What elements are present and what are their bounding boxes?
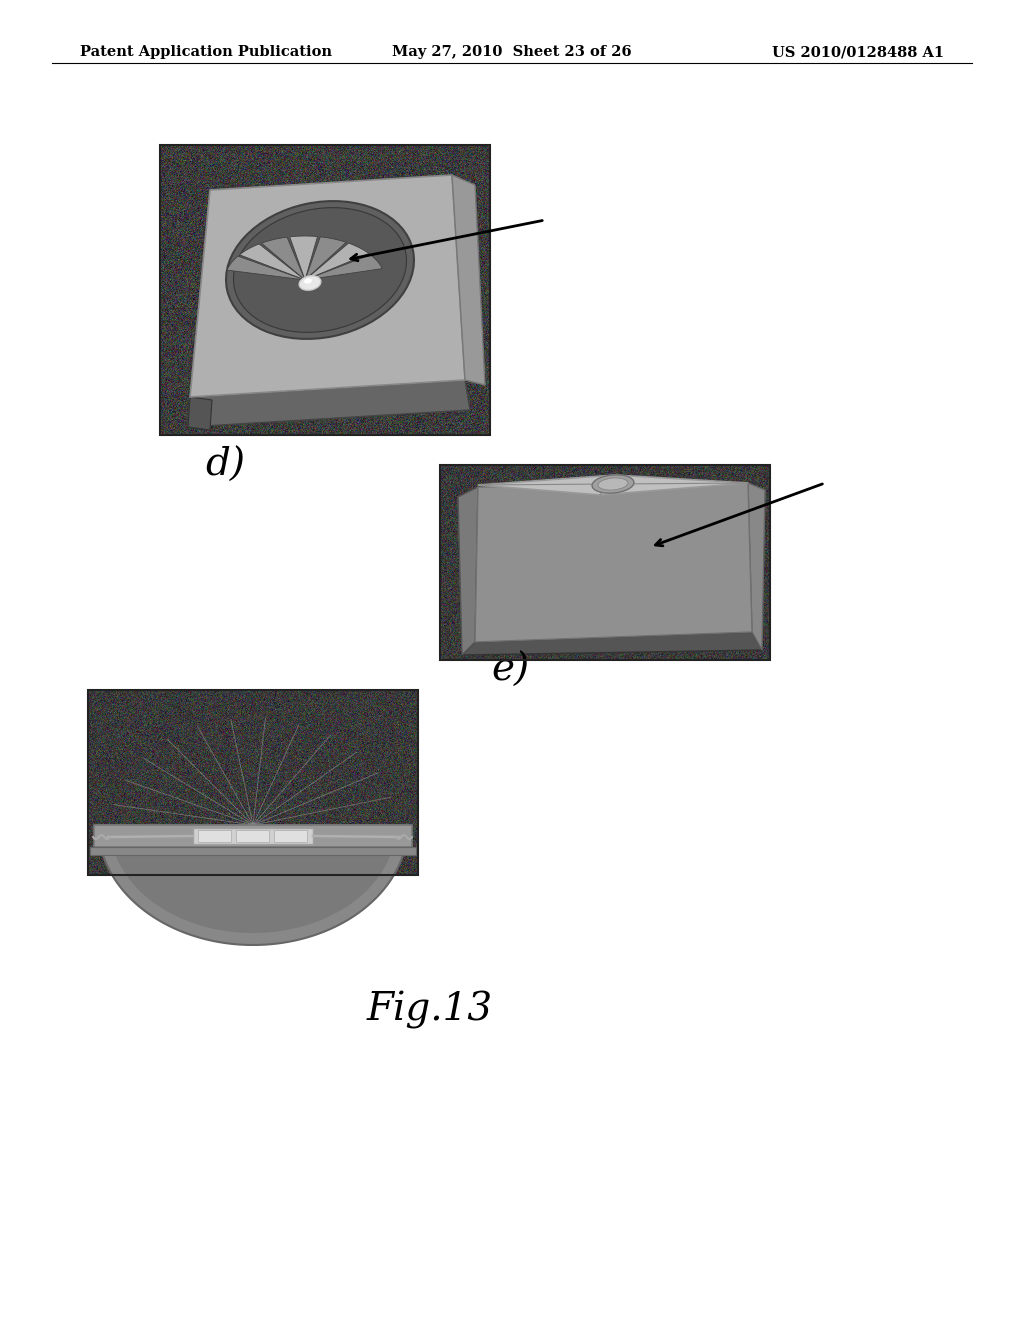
Polygon shape (305, 255, 382, 280)
Text: May 27, 2010  Sheet 23 of 26: May 27, 2010 Sheet 23 of 26 (392, 45, 632, 59)
Ellipse shape (299, 276, 321, 290)
Bar (160, 145, 490, 436)
Polygon shape (305, 243, 369, 280)
Bar (94, 825, 412, 847)
Text: US 2010/0128488 A1: US 2010/0128488 A1 (772, 45, 944, 59)
Polygon shape (290, 236, 317, 280)
Text: d): d) (205, 446, 245, 483)
Polygon shape (190, 176, 465, 397)
Polygon shape (188, 380, 470, 426)
Text: f): f) (210, 866, 240, 904)
Text: e): e) (490, 652, 529, 689)
Bar (198, 830, 231, 842)
Polygon shape (227, 256, 305, 280)
Polygon shape (478, 475, 748, 495)
Polygon shape (188, 397, 212, 430)
Polygon shape (452, 176, 485, 385)
Ellipse shape (304, 279, 312, 284)
Bar (440, 465, 770, 660)
Polygon shape (98, 825, 408, 945)
Bar (88, 690, 418, 875)
Polygon shape (458, 487, 478, 655)
Bar (274, 830, 307, 842)
Bar (90, 847, 416, 855)
Polygon shape (475, 483, 752, 642)
Polygon shape (240, 244, 305, 280)
Ellipse shape (233, 207, 407, 333)
Bar (193, 828, 313, 843)
Bar (236, 830, 269, 842)
Ellipse shape (598, 478, 628, 490)
Polygon shape (110, 825, 396, 933)
Text: Patent Application Publication: Patent Application Publication (80, 45, 332, 59)
Text: Fig.13: Fig.13 (367, 991, 494, 1030)
Polygon shape (305, 236, 346, 280)
Ellipse shape (592, 475, 634, 494)
Polygon shape (462, 632, 762, 655)
Polygon shape (261, 238, 305, 280)
Ellipse shape (226, 201, 414, 339)
Polygon shape (748, 483, 765, 649)
